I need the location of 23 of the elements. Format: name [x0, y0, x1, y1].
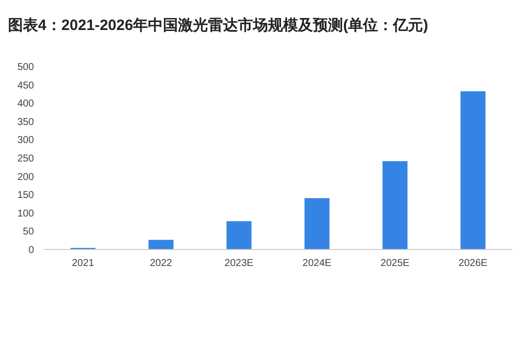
bar	[226, 221, 252, 249]
y-tick-label: 0	[28, 245, 34, 256]
y-tick-label: 50	[22, 226, 34, 238]
y-tick-label: 350	[17, 116, 34, 128]
x-tick-label: 2026E	[458, 258, 488, 269]
chart-title: 图表4：2021-2026年中国激光雷达市场规模及预测(单位：亿元)	[8, 16, 428, 34]
x-tick-label: 2024E	[302, 258, 332, 269]
y-tick-label: 500	[17, 62, 34, 73]
bar	[304, 198, 330, 249]
y-tick-label: 300	[17, 135, 34, 146]
y-tick-label: 100	[17, 208, 34, 220]
y-tick-label: 150	[17, 190, 34, 202]
bar	[460, 91, 486, 249]
y-tick-label: 450	[17, 80, 34, 92]
y-tick-label: 200	[17, 172, 34, 183]
x-tick-label: 2023E	[224, 258, 254, 269]
x-tick-label: 2022	[150, 258, 173, 269]
x-tick-label: 2021	[72, 258, 95, 269]
bar	[148, 240, 174, 249]
bar	[382, 161, 408, 249]
x-tick-label: 2025E	[380, 258, 410, 269]
y-tick-label: 250	[17, 154, 34, 164]
y-tick-label: 400	[17, 98, 34, 110]
